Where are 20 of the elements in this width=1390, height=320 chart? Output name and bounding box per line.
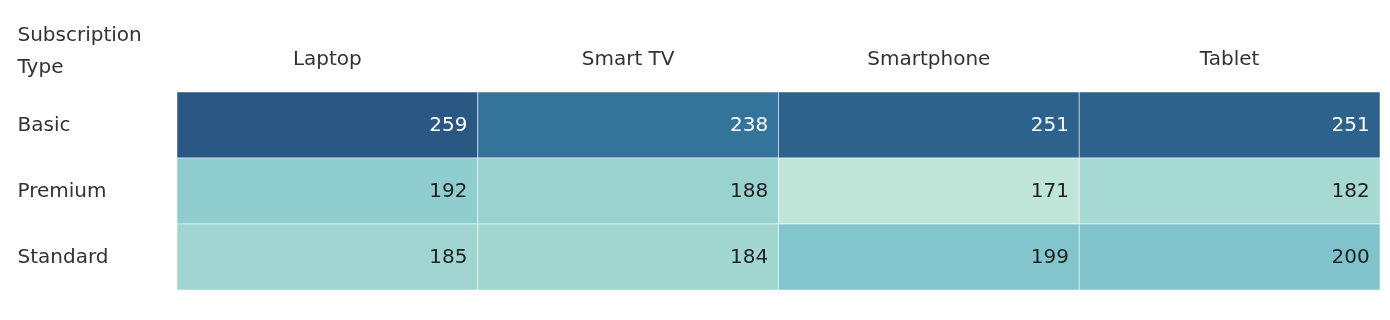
x-tick-label: Smart TV — [581, 45, 675, 70]
x-tick-label: Tablet — [1198, 45, 1260, 70]
y-tick-label: Standard — [17, 244, 109, 268]
y-axis-title: Subscription Type — [16, 21, 142, 78]
y-tick-label: Basic — [17, 112, 71, 136]
data-label: 192 — [429, 178, 468, 202]
data-label: 251 — [1030, 112, 1069, 136]
data-label: 185 — [429, 244, 468, 268]
data-label: 259 — [429, 112, 468, 136]
x-tick-label: Smartphone — [867, 45, 991, 70]
data-label: 199 — [1030, 244, 1069, 268]
data-label: 188 — [729, 178, 769, 202]
data-label: 182 — [1331, 178, 1370, 202]
data-label: 171 — [1030, 178, 1069, 202]
data-label: 200 — [1331, 244, 1370, 268]
y-tick-label: Premium — [17, 178, 107, 202]
data-label: 238 — [729, 112, 769, 136]
data-label: 184 — [729, 244, 769, 268]
data-label: 251 — [1331, 112, 1370, 136]
x-tick-label: Laptop — [292, 45, 362, 70]
